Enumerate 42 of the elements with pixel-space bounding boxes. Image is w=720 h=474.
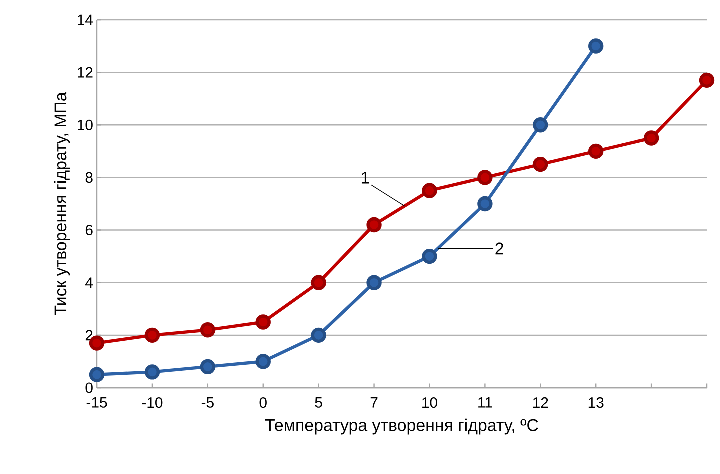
point: [311, 275, 326, 290]
y-tick-label: 8: [86, 172, 93, 183]
x-tick-label: -5: [202, 398, 214, 408]
point: [144, 364, 160, 380]
x-tick-label: -15: [86, 398, 108, 408]
point: [422, 183, 438, 198]
x-tick-label: 10: [422, 398, 438, 408]
point: [478, 170, 493, 186]
point: [478, 196, 493, 212]
point: [366, 275, 382, 290]
point: [89, 367, 105, 382]
x-tick-label: -10: [142, 398, 163, 408]
point: [699, 72, 715, 88]
point: [256, 354, 271, 370]
y-tick-label: 10: [78, 120, 93, 130]
y-tick-label: 6: [86, 224, 93, 236]
text: 2: [496, 242, 504, 255]
x-tick-label: 7: [370, 398, 378, 408]
x-tick-label: 11: [478, 398, 492, 408]
x-tick-label: 13: [588, 398, 604, 408]
point: [422, 248, 438, 264]
point: [366, 217, 382, 233]
x-tick-label: 12: [533, 398, 548, 408]
x-axis-title: Температура утворення гідрату, ºС: [265, 418, 538, 435]
point: [588, 144, 604, 160]
point: [588, 38, 604, 54]
y-tick-label: 4: [86, 278, 94, 288]
text: 1: [362, 172, 370, 184]
point: [256, 314, 271, 330]
x-tick-label: 0: [260, 398, 267, 408]
y-tick-label: 14: [78, 14, 94, 26]
point: [200, 359, 216, 375]
point: [644, 130, 660, 146]
point: [533, 118, 548, 133]
point: [533, 156, 548, 172]
point: [311, 328, 326, 344]
point: [144, 328, 160, 344]
y-tick-label: 0: [86, 382, 93, 394]
y-axis-title: Тиск утворення гідрату, МПа: [54, 92, 70, 316]
y-tick-label: 12: [78, 67, 93, 78]
point: [200, 322, 216, 338]
x-tick-label: 5: [315, 398, 322, 408]
